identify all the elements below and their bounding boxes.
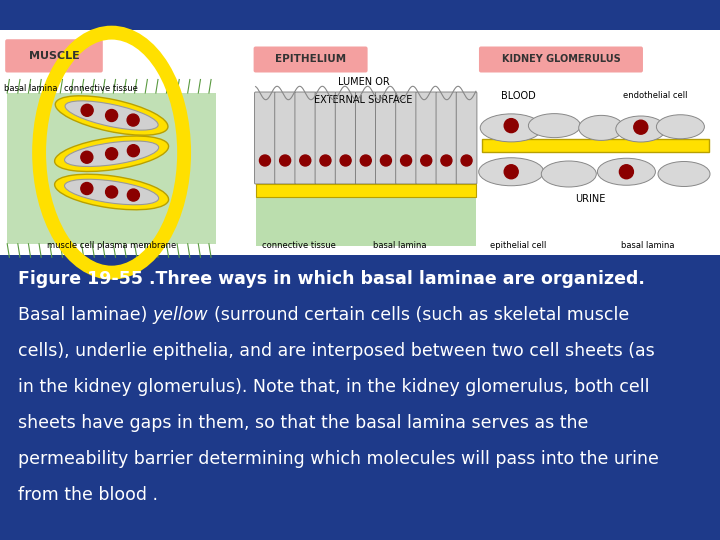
Text: Figure 19-55 .Three ways in which basal laminae are organized.: Figure 19-55 .Three ways in which basal … xyxy=(18,270,645,288)
Text: from the blood .: from the blood . xyxy=(18,486,158,504)
Circle shape xyxy=(81,104,93,116)
Circle shape xyxy=(81,183,93,194)
FancyBboxPatch shape xyxy=(456,92,477,184)
Ellipse shape xyxy=(55,174,168,210)
Circle shape xyxy=(380,155,392,166)
FancyBboxPatch shape xyxy=(275,92,295,184)
FancyBboxPatch shape xyxy=(5,39,103,72)
FancyBboxPatch shape xyxy=(295,92,315,184)
Ellipse shape xyxy=(480,114,542,142)
FancyBboxPatch shape xyxy=(255,92,275,184)
Text: connective tissue: connective tissue xyxy=(64,84,138,93)
Text: in the kidney glomerulus). Note that, in the kidney glomerulus, both cell: in the kidney glomerulus). Note that, in… xyxy=(18,378,649,396)
Circle shape xyxy=(504,165,518,179)
FancyBboxPatch shape xyxy=(479,46,643,72)
Text: sheets have gaps in them, so that the basal lamina serves as the: sheets have gaps in them, so that the ba… xyxy=(18,414,588,432)
Text: muscle cell plasma membrane: muscle cell plasma membrane xyxy=(47,241,176,251)
Text: KIDNEY GLOMERULUS: KIDNEY GLOMERULUS xyxy=(502,55,621,64)
FancyBboxPatch shape xyxy=(436,92,456,184)
Circle shape xyxy=(106,186,117,198)
Text: EXTERNAL SURFACE: EXTERNAL SURFACE xyxy=(315,95,413,105)
Text: basal lamina: basal lamina xyxy=(373,241,426,251)
Ellipse shape xyxy=(479,158,544,186)
Circle shape xyxy=(106,148,117,160)
Bar xyxy=(256,184,476,197)
Text: basal lamina: basal lamina xyxy=(621,241,675,251)
Ellipse shape xyxy=(528,113,580,138)
Circle shape xyxy=(127,189,140,201)
Circle shape xyxy=(300,155,311,166)
Ellipse shape xyxy=(65,141,158,166)
Circle shape xyxy=(461,155,472,166)
Polygon shape xyxy=(7,93,216,244)
Text: EPITHELIUM: EPITHELIUM xyxy=(275,55,346,64)
Text: basal lamina: basal lamina xyxy=(4,84,57,93)
Circle shape xyxy=(320,155,331,166)
Circle shape xyxy=(420,155,432,166)
Text: permeability barrier determining which molecules will pass into the urine: permeability barrier determining which m… xyxy=(18,450,659,468)
Ellipse shape xyxy=(657,115,704,139)
Text: epithelial cell: epithelial cell xyxy=(490,241,546,251)
Ellipse shape xyxy=(598,158,655,185)
Circle shape xyxy=(441,155,452,166)
Circle shape xyxy=(619,165,634,179)
Circle shape xyxy=(634,120,648,134)
Ellipse shape xyxy=(55,96,168,135)
Circle shape xyxy=(127,145,140,157)
Circle shape xyxy=(127,114,139,126)
FancyBboxPatch shape xyxy=(396,92,416,184)
Bar xyxy=(482,139,709,152)
Text: endothelial cell: endothelial cell xyxy=(623,91,688,100)
Circle shape xyxy=(360,155,372,166)
Bar xyxy=(0,30,720,255)
Text: LUMEN OR: LUMEN OR xyxy=(338,77,390,87)
Text: connective tissue: connective tissue xyxy=(262,241,336,251)
Text: yellow: yellow xyxy=(153,306,214,324)
Circle shape xyxy=(504,119,518,133)
Circle shape xyxy=(340,155,351,166)
Circle shape xyxy=(400,155,412,166)
Bar xyxy=(256,197,476,246)
FancyBboxPatch shape xyxy=(416,92,436,184)
Circle shape xyxy=(81,151,93,163)
Text: (surround certain cells (such as skeletal muscle: (surround certain cells (such as skeleta… xyxy=(214,306,629,324)
FancyBboxPatch shape xyxy=(315,92,336,184)
Ellipse shape xyxy=(55,136,168,172)
Text: MUSCLE: MUSCLE xyxy=(29,51,79,61)
Text: BLOOD: BLOOD xyxy=(501,91,536,101)
Circle shape xyxy=(106,110,117,122)
Ellipse shape xyxy=(541,161,596,187)
Ellipse shape xyxy=(579,116,624,140)
Ellipse shape xyxy=(65,101,158,130)
FancyBboxPatch shape xyxy=(376,92,396,184)
Circle shape xyxy=(259,155,271,166)
FancyBboxPatch shape xyxy=(356,92,376,184)
Text: Basal laminae): Basal laminae) xyxy=(18,306,153,324)
Text: cells), underlie epithelia, and are interposed between two cell sheets (as: cells), underlie epithelia, and are inte… xyxy=(18,342,654,360)
FancyBboxPatch shape xyxy=(253,46,368,72)
Text: URINE: URINE xyxy=(575,194,606,204)
Ellipse shape xyxy=(65,179,158,205)
Ellipse shape xyxy=(616,116,666,142)
Ellipse shape xyxy=(658,161,710,186)
FancyBboxPatch shape xyxy=(336,92,356,184)
Circle shape xyxy=(279,155,291,166)
